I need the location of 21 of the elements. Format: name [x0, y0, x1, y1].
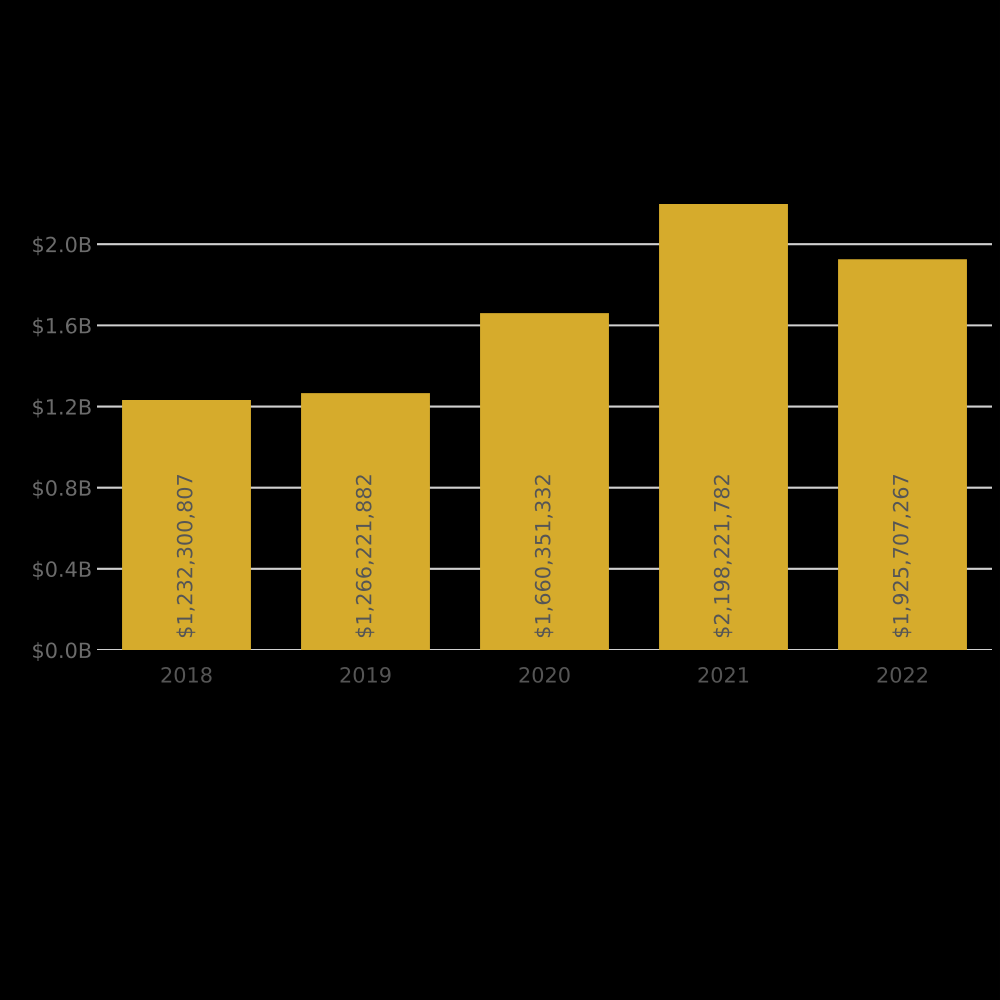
x-tick-label: 2021: [698, 667, 748, 683]
bar: [122, 400, 251, 650]
x-tick-label: 2022: [878, 667, 927, 683]
data-label: $1,232,300,807: [176, 474, 196, 638]
x-tick-label: 2020: [520, 667, 570, 683]
bar: [659, 204, 788, 650]
x-tick-label: 2018: [162, 667, 212, 683]
bar: [838, 259, 967, 650]
data-label: $1,925,707,267: [892, 474, 912, 638]
y-tick-label: $0.0B: [33, 642, 91, 661]
x-tick-label: 2019: [340, 667, 391, 683]
y-tick-label: $2.0B: [33, 236, 91, 256]
bar: [480, 313, 609, 650]
y-tick-label: $1.6B: [33, 317, 91, 336]
data-label: $2,198,221,782: [713, 475, 732, 638]
data-label: $1,660,351,332: [534, 475, 554, 638]
bar: [301, 393, 430, 650]
y-tick-label: $0.8B: [33, 480, 91, 499]
y-tick-label: $1.2B: [33, 398, 91, 418]
y-tick-label: $0.4B: [33, 560, 91, 580]
data-label: $1,266,221,882: [355, 475, 374, 638]
